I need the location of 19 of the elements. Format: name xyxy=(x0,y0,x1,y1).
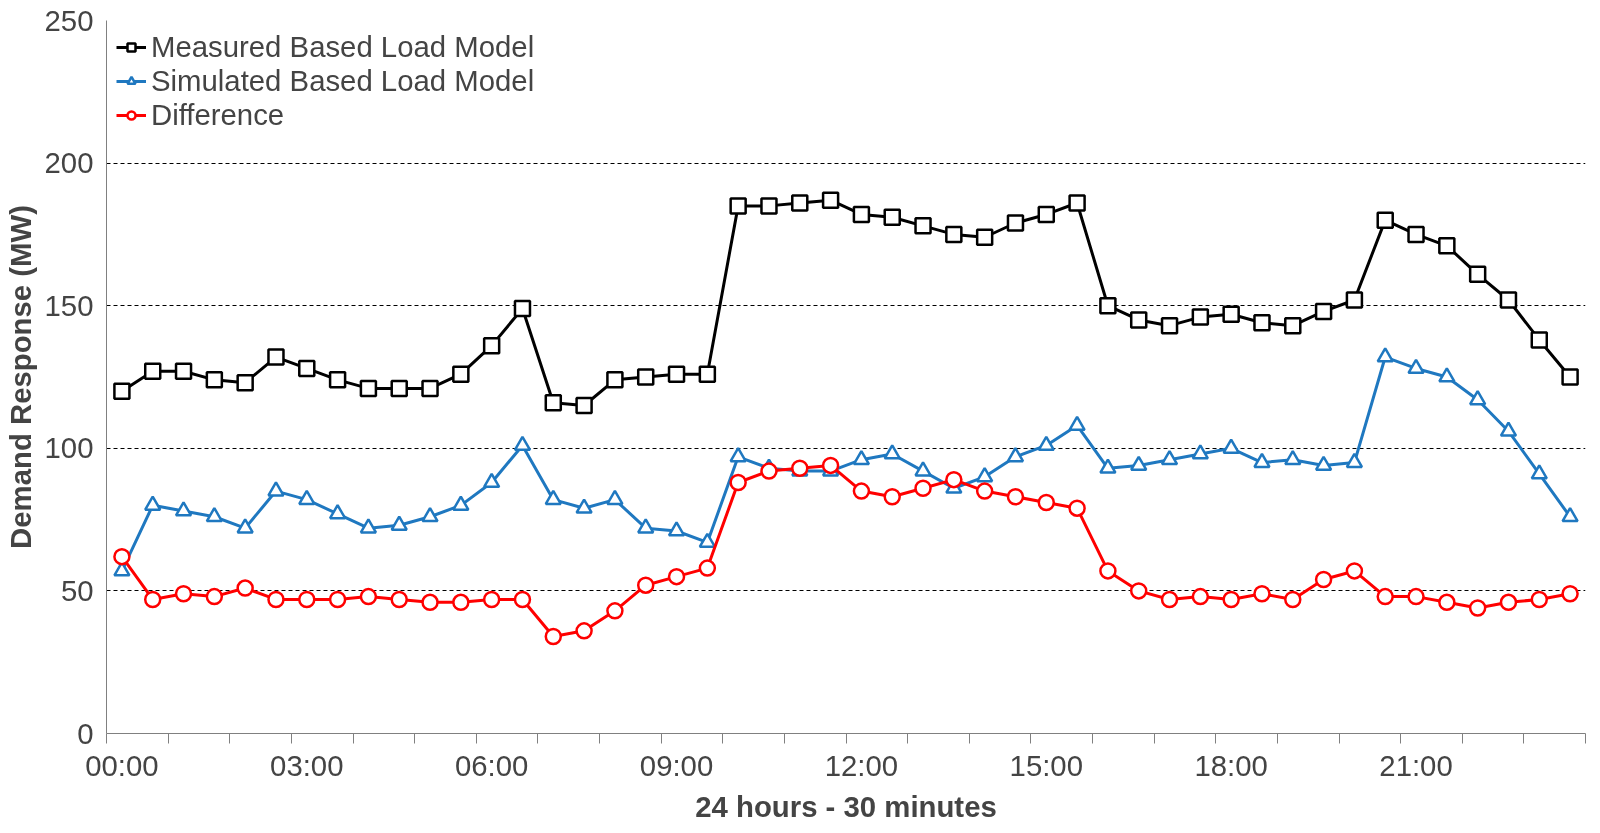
x-tick-label: 09:00 xyxy=(639,748,714,782)
y-tick-label: 150 xyxy=(44,288,94,322)
y-tick-label: 100 xyxy=(44,431,94,465)
legend-label: Difference xyxy=(151,98,285,132)
y-tick-label: 200 xyxy=(44,146,94,180)
y-tick-label: 250 xyxy=(44,3,94,37)
y-tick-label: 50 xyxy=(60,573,94,607)
x-tick-label: 15:00 xyxy=(1009,748,1083,782)
x-tick-label: 06:00 xyxy=(454,748,529,782)
x-tick-label: 03:00 xyxy=(270,748,344,782)
x-axis-title: 24 hours - 30 minutes xyxy=(695,789,997,823)
x-tick-label: 00:00 xyxy=(85,748,159,782)
y-tick-label: 0 xyxy=(77,716,94,750)
y-axis-title: Demand Response (MW) xyxy=(3,205,37,549)
x-tick-label: 18:00 xyxy=(1194,748,1268,782)
legend-label: Simulated Based Load Model xyxy=(151,64,535,98)
x-tick-label: 21:00 xyxy=(1379,748,1453,782)
legend-label: Measured Based Load Model xyxy=(151,30,535,64)
x-tick-label: 12:00 xyxy=(824,748,899,782)
